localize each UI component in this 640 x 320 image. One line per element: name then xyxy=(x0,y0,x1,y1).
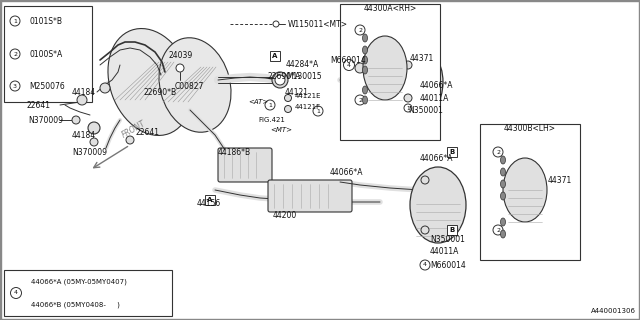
Circle shape xyxy=(285,94,291,101)
FancyBboxPatch shape xyxy=(218,148,272,182)
Text: <AT>: <AT> xyxy=(248,99,268,105)
Ellipse shape xyxy=(362,56,367,64)
Circle shape xyxy=(421,176,429,184)
Circle shape xyxy=(285,106,291,113)
Text: 44066*A: 44066*A xyxy=(420,154,454,163)
Ellipse shape xyxy=(362,66,367,74)
Text: FIG.421: FIG.421 xyxy=(258,117,285,123)
Text: 2: 2 xyxy=(358,28,362,33)
Text: 24039: 24039 xyxy=(168,51,192,60)
Text: 2: 2 xyxy=(358,98,362,102)
Text: A440001306: A440001306 xyxy=(591,308,636,314)
Text: W115011<MT>: W115011<MT> xyxy=(288,20,348,28)
Ellipse shape xyxy=(362,96,367,104)
Circle shape xyxy=(126,136,134,144)
Text: M660014: M660014 xyxy=(430,260,466,269)
Text: 44066*A (05MY-05MY0407): 44066*A (05MY-05MY0407) xyxy=(31,279,127,285)
Text: 1: 1 xyxy=(406,106,410,110)
Text: N370009: N370009 xyxy=(28,116,63,124)
Circle shape xyxy=(404,94,412,102)
Text: 4: 4 xyxy=(14,291,18,295)
Circle shape xyxy=(404,104,412,112)
Text: N350001: N350001 xyxy=(430,236,465,244)
Text: M660014: M660014 xyxy=(330,55,365,65)
Text: 44300B<LH>: 44300B<LH> xyxy=(504,124,556,132)
Circle shape xyxy=(275,75,285,85)
Circle shape xyxy=(265,100,275,110)
Text: 44371: 44371 xyxy=(548,175,572,185)
Text: 2: 2 xyxy=(13,52,17,57)
Text: 44066*B (05MY0408-     ): 44066*B (05MY0408- ) xyxy=(31,302,120,308)
Text: 1: 1 xyxy=(13,19,17,23)
Circle shape xyxy=(420,260,430,270)
Text: 44066*A: 44066*A xyxy=(420,81,454,90)
Circle shape xyxy=(272,72,288,88)
Text: <MT>: <MT> xyxy=(270,127,292,133)
Circle shape xyxy=(355,95,365,105)
Text: 44011A: 44011A xyxy=(420,93,449,102)
Circle shape xyxy=(10,16,20,26)
Circle shape xyxy=(313,106,323,116)
Text: 2: 2 xyxy=(496,149,500,155)
FancyBboxPatch shape xyxy=(447,147,457,157)
Circle shape xyxy=(10,49,20,59)
Text: B: B xyxy=(449,149,454,155)
Circle shape xyxy=(176,64,184,72)
Text: 44121: 44121 xyxy=(285,87,309,97)
Ellipse shape xyxy=(500,218,506,226)
Text: 2: 2 xyxy=(496,228,500,233)
FancyBboxPatch shape xyxy=(270,51,280,61)
Text: A: A xyxy=(207,197,212,203)
Ellipse shape xyxy=(410,167,466,243)
FancyBboxPatch shape xyxy=(4,270,172,316)
Text: FRONT: FRONT xyxy=(120,119,147,140)
Circle shape xyxy=(90,138,98,146)
Text: N350001: N350001 xyxy=(408,106,443,115)
Text: 44011A: 44011A xyxy=(430,247,460,257)
Text: 0100S*A: 0100S*A xyxy=(29,50,62,59)
Ellipse shape xyxy=(159,38,231,132)
Circle shape xyxy=(355,63,365,73)
Circle shape xyxy=(493,225,503,235)
Circle shape xyxy=(72,116,80,124)
FancyBboxPatch shape xyxy=(447,225,457,235)
Text: 0101S*B: 0101S*B xyxy=(29,17,62,26)
Ellipse shape xyxy=(500,230,506,238)
Text: 44121F: 44121F xyxy=(295,104,321,110)
Text: 44184: 44184 xyxy=(72,131,96,140)
Text: A: A xyxy=(272,53,278,59)
Text: C00827: C00827 xyxy=(175,82,204,91)
Circle shape xyxy=(100,83,110,93)
Ellipse shape xyxy=(500,180,506,188)
Text: 44371: 44371 xyxy=(410,53,435,62)
Circle shape xyxy=(10,287,22,299)
Ellipse shape xyxy=(362,86,367,94)
Ellipse shape xyxy=(363,36,407,100)
Ellipse shape xyxy=(500,168,506,176)
Text: 44156: 44156 xyxy=(197,199,221,209)
Text: M130015: M130015 xyxy=(286,71,322,81)
FancyBboxPatch shape xyxy=(205,195,215,205)
Ellipse shape xyxy=(108,28,192,135)
Ellipse shape xyxy=(362,46,367,54)
Circle shape xyxy=(421,226,429,234)
Text: 44186*B: 44186*B xyxy=(218,148,251,156)
Text: 3: 3 xyxy=(13,84,17,89)
FancyBboxPatch shape xyxy=(4,6,92,102)
Text: 22641: 22641 xyxy=(135,127,159,137)
FancyBboxPatch shape xyxy=(340,4,440,140)
Text: 44121E: 44121E xyxy=(295,93,321,99)
Circle shape xyxy=(88,122,100,134)
Circle shape xyxy=(404,61,412,69)
FancyBboxPatch shape xyxy=(480,124,580,260)
Text: 44066*A: 44066*A xyxy=(330,167,364,177)
Text: 44300A<RH>: 44300A<RH> xyxy=(364,4,417,12)
Circle shape xyxy=(273,21,279,27)
Ellipse shape xyxy=(500,192,506,200)
Circle shape xyxy=(10,81,20,91)
Text: 44284*A: 44284*A xyxy=(286,60,319,68)
Text: N370009: N370009 xyxy=(72,148,107,156)
Ellipse shape xyxy=(387,44,443,120)
Text: 44184: 44184 xyxy=(72,87,96,97)
